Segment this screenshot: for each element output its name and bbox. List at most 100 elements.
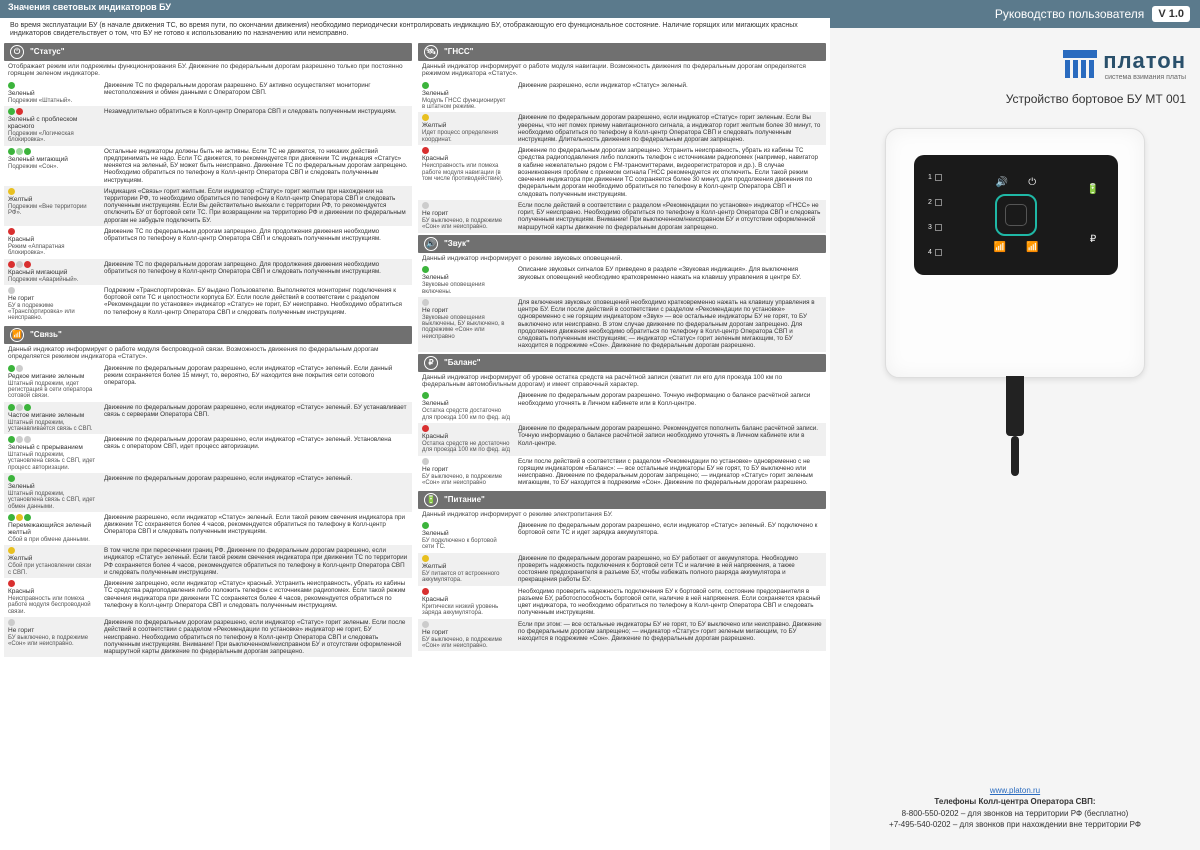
device-title: Устройство бортовое БУ МТ 001 (830, 88, 1200, 118)
indicator-dot (16, 514, 23, 521)
indicator-row: ЗеленыйШтатный подрежим, установлена свя… (4, 473, 412, 512)
indicator-row: ЖелтыйБУ питается от встроенного аккумул… (418, 553, 826, 586)
section-intro: Данный индикатор информирует о работе мо… (418, 61, 826, 80)
indicator-description: Движение разрешено, если индикатор «Стат… (102, 513, 410, 544)
indicator-dot (422, 425, 429, 432)
indicator-sublabel: БУ питается от встроенного аккумулятора. (422, 571, 510, 584)
indicator-label: Зеленый (422, 530, 449, 537)
indicator-row: Не горитБУ выключено, в подрежиме «Сон» … (4, 617, 412, 657)
column-2: 🛰 "ГНСС" Данный индикатор информирует о ра… (418, 43, 826, 850)
panel-numbers: 1 2 3 4 (928, 165, 950, 265)
indicator-cell: ЗеленыйЗвуковые оповещения включены. (420, 265, 512, 296)
section-header: 🔋"Питание" (418, 491, 826, 509)
indicator-cell: Частое мигание зеленымШтатный подрежим, … (6, 403, 98, 434)
indicator-dot (422, 299, 429, 306)
ruble-icon: ₽ (1090, 234, 1096, 245)
indicator-row: ЗеленыйОстатка средств достаточно для пр… (418, 390, 826, 423)
section-title: "Звук" (444, 239, 470, 248)
indicator-cell: Не горитБУ выключено, в подрежиме «Сон» … (420, 457, 512, 488)
phone-1: 8-800-550-0202 – для звонков на территор… (902, 809, 1129, 818)
section-title: "ГНСС" (444, 47, 473, 56)
indicator-label: Не горит (422, 210, 448, 217)
indicator-row: Частое мигание зеленымШтатный подрежим, … (4, 402, 412, 435)
indicator-dot (422, 266, 429, 273)
indicator-cell: Не горитБУ выключено, в подрежиме «Сон» … (6, 618, 98, 656)
indicator-cell: Зеленый мигающийПодрежим «Сон». (6, 147, 98, 185)
indicator-dot (422, 114, 429, 121)
indicator-cell: ЗеленыйМодуль ГНСС функционирует в штатн… (420, 81, 512, 112)
indicator-label: Частое мигание зеленым (8, 412, 84, 419)
indicator-row: Перемежающийся зеленый желтыйСбой в при … (4, 512, 412, 545)
indicator-cell: ЖелтыйИдет процесс определения координат… (420, 113, 512, 144)
indicator-dot (8, 514, 15, 521)
section-intro: Данный индикатор информирует о режиме эл… (418, 509, 826, 520)
indicator-sublabel: Подрежим «Аварийный». (8, 277, 79, 283)
indicator-description: Движение ТС по федеральным дорогам запре… (102, 227, 410, 258)
left-pane: Значения световых индикаторов БУ Во врем… (0, 0, 830, 850)
indicator-dot (24, 261, 31, 268)
indicator-label: Не горит (8, 295, 34, 302)
indicator-label: Зеленый (422, 90, 449, 97)
indicator-label: Желтый (8, 196, 32, 203)
indicator-description: Необходимо проверить надежность подключе… (516, 587, 824, 618)
indicator-sublabel: Остатка средств не достаточно для проезд… (422, 441, 510, 454)
indicator-cell: КрасныйНеисправность или помеха работе м… (6, 579, 98, 616)
indicator-label: Красный (8, 236, 34, 243)
indicator-row: Зеленый мигающийПодрежим «Сон».Остальные… (4, 146, 412, 186)
indicator-description: Движение ТС по федеральным дорогам запре… (102, 260, 410, 284)
indicator-row: Не горитБУ выключено, в подрежиме «Сон» … (418, 619, 826, 652)
indicator-cell: Зеленый с проблеском красногоПодрежим «Л… (6, 107, 98, 145)
indicator-label: Не горит (422, 307, 448, 314)
indicator-cell: Зеленый с прерываниемШтатный подрежим, у… (6, 435, 98, 472)
website-link[interactable]: www.platon.ru (990, 786, 1040, 795)
indicator-label: Желтый (8, 555, 32, 562)
section-icon: 🛰 (424, 45, 438, 59)
indicator-row: Не горитБУ выключено, в подрежиме «Сон» … (418, 200, 826, 233)
indicator-description: Незамедлительно обратиться в Колл-центр … (102, 107, 410, 145)
indicator-cell: Не горитЗвуковые оповещения выключены, Б… (420, 298, 512, 351)
section-icon: ⏻ (10, 45, 24, 59)
section-header: 🛰 "ГНСС" (418, 43, 826, 61)
indicator-row: Красный мигающийПодрежим «Аварийный».Дви… (4, 259, 412, 285)
indicator-dot (8, 619, 15, 626)
indicator-description: Описание звуковых сигналов БУ приведено … (516, 265, 824, 296)
indicator-label: Не горит (8, 627, 34, 634)
signal-icon: 📶 (994, 242, 1006, 253)
indicator-label: Зеленый (422, 274, 449, 281)
indicator-cell: ЗеленыйШтатный подрежим, установлена свя… (6, 474, 98, 511)
section-title: "Статус" (30, 47, 65, 56)
indicator-description: Движение по федеральным дорогам разрешен… (516, 521, 824, 552)
indicator-label: Красный (422, 155, 448, 162)
indicator-cell: Не горитБУ выключено, в подрежиме «Сон» … (420, 620, 512, 651)
indicator-row: Не горитБУ выключено, в подрежиме «Сон» … (418, 456, 826, 489)
indicator-dot (422, 392, 429, 399)
indicator-description: Движение по федеральным дорогам разрешен… (102, 364, 410, 401)
indicator-dot (24, 148, 31, 155)
indicator-row: ЗеленыйБУ подключено к бортовой сети ТС.… (418, 520, 826, 553)
indicator-description: Движение запрещено, если индикатор «Стат… (102, 579, 410, 616)
indicator-sublabel: БУ подключено к бортовой сети ТС. (422, 538, 510, 551)
indicator-label: Желтый (422, 122, 446, 129)
indicator-sublabel: Подрежим «Штатный». (8, 98, 72, 104)
indicator-cell: ЖелтыйСбой при установлении связи с СВП. (6, 546, 98, 577)
indicator-cell: КрасныйКритически низкий уровень заряда … (420, 587, 512, 618)
indicator-row: КрасныйОстатка средств не достаточно для… (418, 423, 826, 456)
indicator-row: КрасныйНеисправность или помеха работе м… (4, 578, 412, 617)
intro-text: Во время эксплуатации БУ (в начале движе… (0, 18, 830, 43)
footer: www.platon.ru Телефоны Колл-центра Опера… (830, 775, 1200, 850)
indicator-dot (422, 147, 429, 154)
indicator-label: Зеленый (422, 400, 449, 407)
indicator-label: Зеленый (8, 483, 35, 490)
logo-subtitle: система взимания платы (1103, 74, 1186, 81)
indicator-description: Движение по федеральным дорогам разрешен… (102, 474, 410, 511)
indicator-sublabel: Сбой в при обмене данными. (8, 537, 90, 543)
indicator-row: КрасныйРежим «Аппаратная блокировка».Дви… (4, 226, 412, 259)
indicator-cell: ЗеленыйОстатка средств достаточно для пр… (420, 391, 512, 422)
indicator-cell: Не горитБУ в подрежиме «Транспортировка»… (6, 286, 98, 323)
indicator-sublabel: БУ в подрежиме «Транспортировка» или неи… (8, 303, 96, 322)
indicator-description: Движение по федеральным дорогам разрешен… (516, 424, 824, 455)
logo: платон система взимания платы (1063, 48, 1186, 81)
indicator-description: Движение разрешено, если индикатор «Стат… (516, 81, 824, 112)
section-header: ₽"Баланс" (418, 354, 826, 372)
indicator-sublabel: БУ выключено, в подрежиме «Сон» или неис… (8, 635, 96, 648)
